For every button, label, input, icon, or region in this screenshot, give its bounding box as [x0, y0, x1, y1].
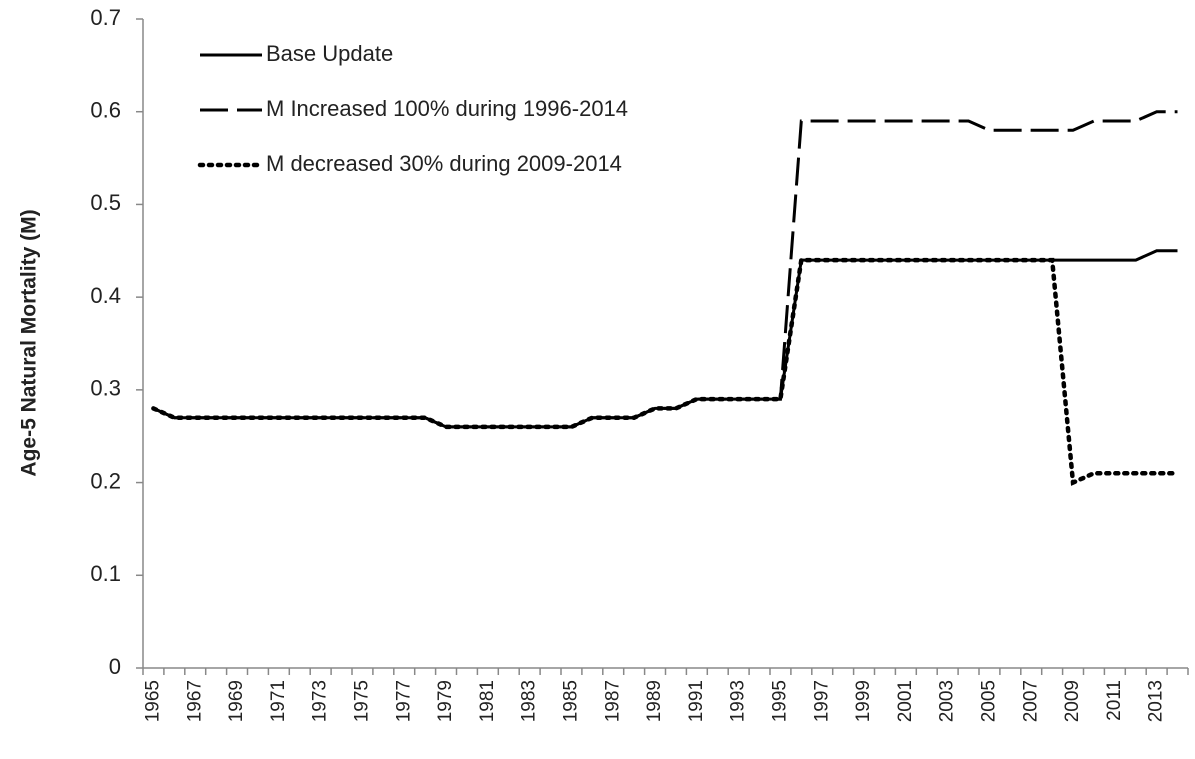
x-tick-label: 2001 [895, 680, 916, 722]
x-tick-label: 2003 [937, 680, 958, 722]
y-tick-label: 0.6 [90, 98, 121, 123]
y-tick-label: 0.3 [90, 376, 121, 401]
x-tick-label: 2007 [1020, 680, 1041, 722]
y-tick-label: 0.7 [90, 5, 121, 30]
series-line [152, 249, 1178, 429]
x-tick-label: 1985 [560, 680, 581, 722]
x-tick-label: 2011 [1104, 680, 1125, 721]
x-tick-label: 1973 [310, 680, 331, 722]
legend-label: Base Update [266, 41, 393, 66]
x-tick-label: 1975 [351, 680, 372, 722]
x-tick-label: 1983 [519, 680, 540, 722]
x-tick-label: 2013 [1146, 680, 1167, 722]
series-line [151, 257, 1180, 486]
x-tick-label: 2009 [1062, 680, 1083, 722]
x-tick-label: 1987 [602, 680, 623, 722]
y-axis-title: Age-5 Natural Mortality (M) [18, 209, 41, 476]
x-tick-label: 1991 [686, 680, 707, 722]
x-tick-label: 1993 [728, 680, 749, 722]
x-tick-label: 1977 [393, 680, 414, 722]
y-tick-label: 0 [109, 654, 121, 679]
x-tick-label: 1965 [142, 680, 163, 722]
legend-label: M Increased 100% during 1996-2014 [266, 96, 628, 121]
x-tick-label: 1969 [226, 680, 247, 722]
x-tick-label: 1971 [268, 680, 289, 722]
x-tick-label: 1989 [644, 680, 665, 722]
x-tick-label: 1995 [769, 680, 790, 722]
y-tick-label: 0.5 [90, 190, 121, 215]
legend-label: M decreased 30% during 2009-2014 [266, 151, 622, 176]
y-tick-label: 0.1 [90, 561, 121, 586]
x-tick-label: 2005 [978, 680, 999, 722]
x-tick-label: 1999 [853, 680, 874, 722]
y-tick-label: 0.2 [90, 468, 121, 493]
x-tick-label: 1981 [477, 680, 498, 722]
y-tick-label: 0.4 [90, 283, 121, 308]
x-tick-label: 1997 [811, 680, 832, 722]
x-tick-label: 1967 [184, 680, 205, 722]
x-tick-label: 1979 [435, 680, 456, 722]
